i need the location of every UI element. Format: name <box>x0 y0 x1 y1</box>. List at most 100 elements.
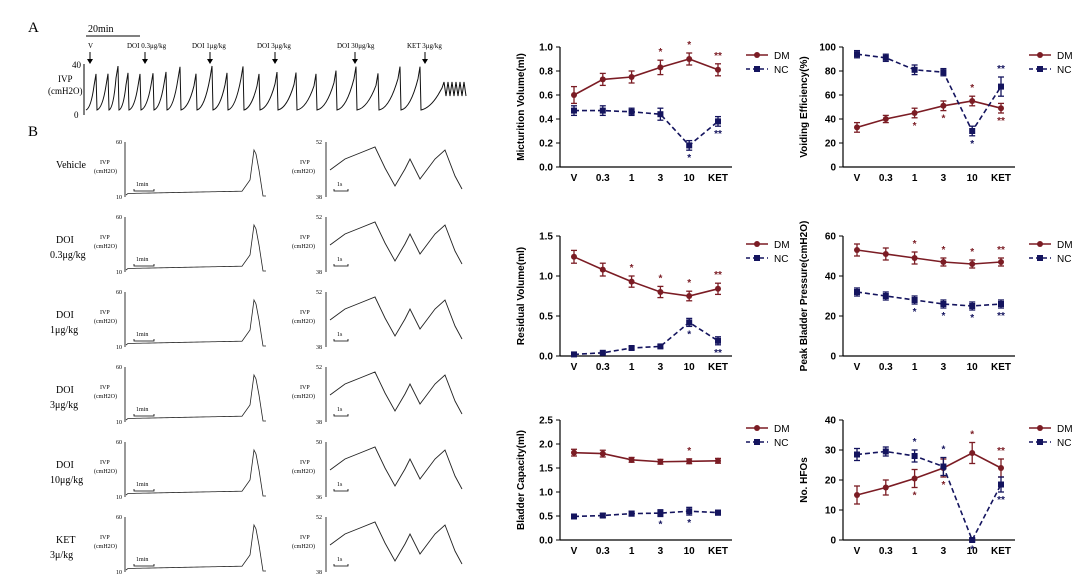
panel-b-left-ivp-trace <box>125 298 266 347</box>
panel-b-left-ytick-top: 60 <box>116 440 122 446</box>
panel-b-left-ivp-label: IVP <box>100 385 110 391</box>
panel-b-label: B <box>28 124 38 140</box>
panel-b-row: DOI 10μg/kg IVP (cmH2O) 60 10 1min IVP (cmH2O) 50… <box>50 440 463 501</box>
panel-b-right-scale-bar <box>333 489 349 492</box>
panel-b-right-scale-bar <box>333 264 349 267</box>
panel-b-right-scale-label: 1s <box>337 332 343 338</box>
legend-label: DM <box>1057 424 1073 435</box>
panel-a-ytick-top: 40 <box>72 60 82 70</box>
chart-x-tick-label: 3 <box>941 362 947 373</box>
panel-b-row-name-line1: DOI <box>56 460 74 471</box>
significance-marker: * <box>687 40 691 51</box>
dm-data-point <box>998 259 1004 265</box>
chart-x-tick-label: V <box>571 362 578 373</box>
chart-y-tick-label: 2.5 <box>539 416 553 427</box>
panel-b-row-name-line1: DOI <box>56 235 74 246</box>
panel-b-right-ytick-top: 52 <box>316 290 322 296</box>
panel-b-row: DOI 3μg/kg IVP (cmH2O) 60 10 1min IVP (cmH2O) 52 3… <box>50 365 463 426</box>
chart-x-tick-label: 1 <box>912 362 918 373</box>
nc-data-point <box>599 512 606 519</box>
legend-marker <box>1037 439 1043 445</box>
chart-x-tick-label: KET <box>991 362 1011 373</box>
panel-a-marker-arrowhead <box>272 59 278 64</box>
significance-marker: * <box>970 545 974 556</box>
panel-b-right-ytick-bottom: 38 <box>316 570 322 576</box>
chart-x-tick-label: 10 <box>684 546 696 557</box>
panel-b-row-name-line1: KET <box>56 535 75 546</box>
chart-y-tick-label: 1.0 <box>539 488 553 499</box>
panel-b-right-ytick-top: 52 <box>316 515 322 521</box>
nc-data-point <box>969 303 976 309</box>
significance-marker: ** <box>997 116 1005 127</box>
panel-b-right-scale-bar <box>333 339 349 342</box>
panel-b-row-name-line2: 3μ/kg <box>50 550 73 561</box>
nc-data-point <box>657 510 664 517</box>
chart-x-tick-label: KET <box>708 362 728 373</box>
panel-b-right-ytick-bottom: 38 <box>316 420 322 426</box>
dm-data-point <box>657 289 664 295</box>
significance-marker: ** <box>997 245 1005 256</box>
nc-data-point <box>686 508 693 515</box>
significance-marker: ** <box>714 129 722 140</box>
panel-b-left-ivp-label: IVP <box>100 460 110 466</box>
chart-y-axis-label: No. HFOs <box>799 457 810 503</box>
legend-marker <box>1037 66 1043 72</box>
significance-marker: * <box>970 139 974 150</box>
line-chart: 0.0 0.5 1.0 1.5 V 0.3 1 3 10 KET Residual Volume(m… <box>516 232 790 374</box>
dm-data-point <box>998 105 1004 112</box>
panel-b-right-ytick-top: 52 <box>316 215 322 221</box>
nc-data-point <box>599 349 606 356</box>
dm-data-point <box>940 102 947 109</box>
legend-label: NC <box>774 65 788 76</box>
nc-series-line <box>856 291 1002 307</box>
panel-b-right-ivp-trace <box>329 296 463 340</box>
chart-x-tick-label: 10 <box>967 173 979 184</box>
panel-b-left-unit-label: (cmH2O) <box>94 243 117 250</box>
dm-data-point <box>911 475 918 482</box>
legend-marker <box>754 66 760 72</box>
chart-y-tick-label: 20 <box>825 312 837 323</box>
dm-series-line <box>856 100 1002 129</box>
panel-a-ivp-trace <box>85 65 467 111</box>
panel-a-marker-label: DOI 3μg/kg <box>257 42 291 50</box>
panel-a-marker-label: V <box>88 42 93 50</box>
panel-b-row-name-line2: 3μg/kg <box>50 400 78 411</box>
panel-b-right-ytick-bottom: 38 <box>316 270 322 276</box>
nc-data-point <box>686 142 693 149</box>
nc-series-line <box>856 450 1002 542</box>
nc-data-point <box>599 107 606 114</box>
significance-marker: * <box>687 278 691 289</box>
panel-b-right-scale-bar <box>333 564 349 567</box>
panel-b-row-name-line1: Vehicle <box>56 160 87 171</box>
panel-b-left-unit-label: (cmH2O) <box>94 468 117 475</box>
panel-a-marker-label: DOI 30μg/kg <box>337 42 375 50</box>
nc-data-point <box>715 509 721 516</box>
chart-y-tick-label: 10 <box>825 506 837 517</box>
chart-x-tick-label: 1 <box>629 362 635 373</box>
chart-y-tick-label: 0.6 <box>539 91 553 102</box>
dm-data-point <box>911 255 918 261</box>
panel-b-left-scale-bar <box>133 414 155 417</box>
panel-b-right-ytick-bottom: 38 <box>316 195 322 201</box>
panel-b-left-ytick-bottom: 10 <box>116 495 122 501</box>
significance-marker: ** <box>997 495 1005 506</box>
significance-marker: * <box>941 245 945 256</box>
nc-series-line <box>856 53 1002 133</box>
nc-data-point <box>715 337 721 344</box>
legend-label: NC <box>1057 254 1071 265</box>
legend-label: DM <box>774 51 790 62</box>
panel-b-right-ivp-label: IVP <box>300 535 310 541</box>
dm-data-point <box>854 247 860 253</box>
chart-y-tick-label: 0.0 <box>539 163 553 174</box>
chart-y-tick-label: 1.0 <box>539 272 553 283</box>
chart-x-tick-label: 10 <box>967 546 979 557</box>
panel-b-right-ivp-trace <box>329 521 463 565</box>
chart-x-tick-label: KET <box>991 173 1011 184</box>
panel-a-marker-label: DOI 1μg/kg <box>192 42 226 50</box>
chart-x-tick-label: 1 <box>912 173 918 184</box>
chart-y-axis-label: Peak Bladder Pressure(cmH2O) <box>799 221 810 372</box>
legend-label: DM <box>774 424 790 435</box>
panel-a-marker-label: DOI 0.3μg/kg <box>127 42 167 50</box>
